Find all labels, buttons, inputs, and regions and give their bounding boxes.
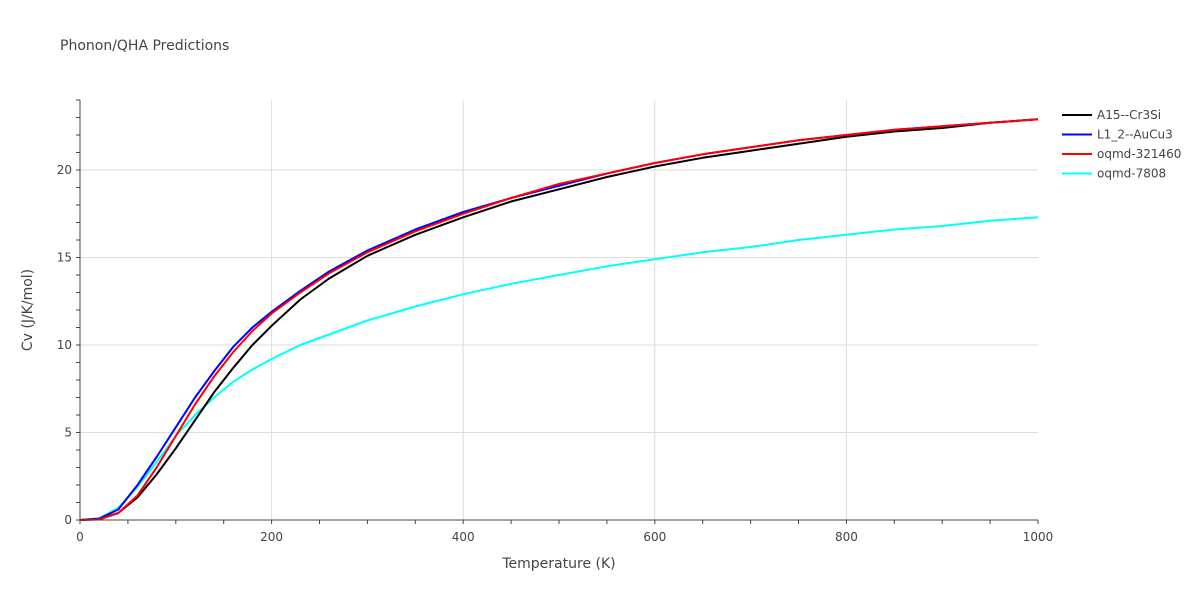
legend-label: L1_2--AuCu3 xyxy=(1097,128,1173,142)
y-tick-label: 10 xyxy=(57,338,72,352)
y-tick-label: 0 xyxy=(64,513,72,527)
x-tick-label: 800 xyxy=(835,530,858,544)
series-line-A15--Cr3Si xyxy=(79,118,1039,521)
series-line-oqmd-321460 xyxy=(79,118,1039,521)
legend-label: oqmd-7808 xyxy=(1097,167,1166,181)
x-tick-label: 1000 xyxy=(1023,530,1054,544)
x-tick-labels: 0 200 400 600 800 1000 xyxy=(76,520,1053,544)
legend-label: A15--Cr3Si xyxy=(1097,108,1161,122)
chart-title: Phonon/QHA Predictions xyxy=(60,38,229,54)
series-line-L1_2--AuCu3 xyxy=(79,118,1039,521)
series-layer xyxy=(79,118,1039,521)
series-line-oqmd-7808 xyxy=(79,216,1039,521)
y-tick-labels: 0 5 10 15 20 xyxy=(57,99,80,527)
y-tick-label: 5 xyxy=(64,426,72,440)
legend-label: oqmd-321460 xyxy=(1097,147,1181,161)
x-tick-label: 200 xyxy=(260,530,283,544)
x-tick-label: 600 xyxy=(643,530,666,544)
x-tick-label: 0 xyxy=(76,530,84,544)
x-tick-label: 400 xyxy=(452,530,475,544)
y-tick-label: 20 xyxy=(57,163,72,177)
y-gridlines xyxy=(80,169,1038,433)
x-axis-title: Temperature (K) xyxy=(501,556,615,572)
y-axis-title: Cv (J/K/mol) xyxy=(20,269,36,351)
legend: A15--Cr3Si L1_2--AuCu3 oqmd-321460 oqmd-780… xyxy=(1062,108,1181,181)
x-gridlines xyxy=(271,100,847,520)
y-tick-label: 15 xyxy=(57,251,72,265)
